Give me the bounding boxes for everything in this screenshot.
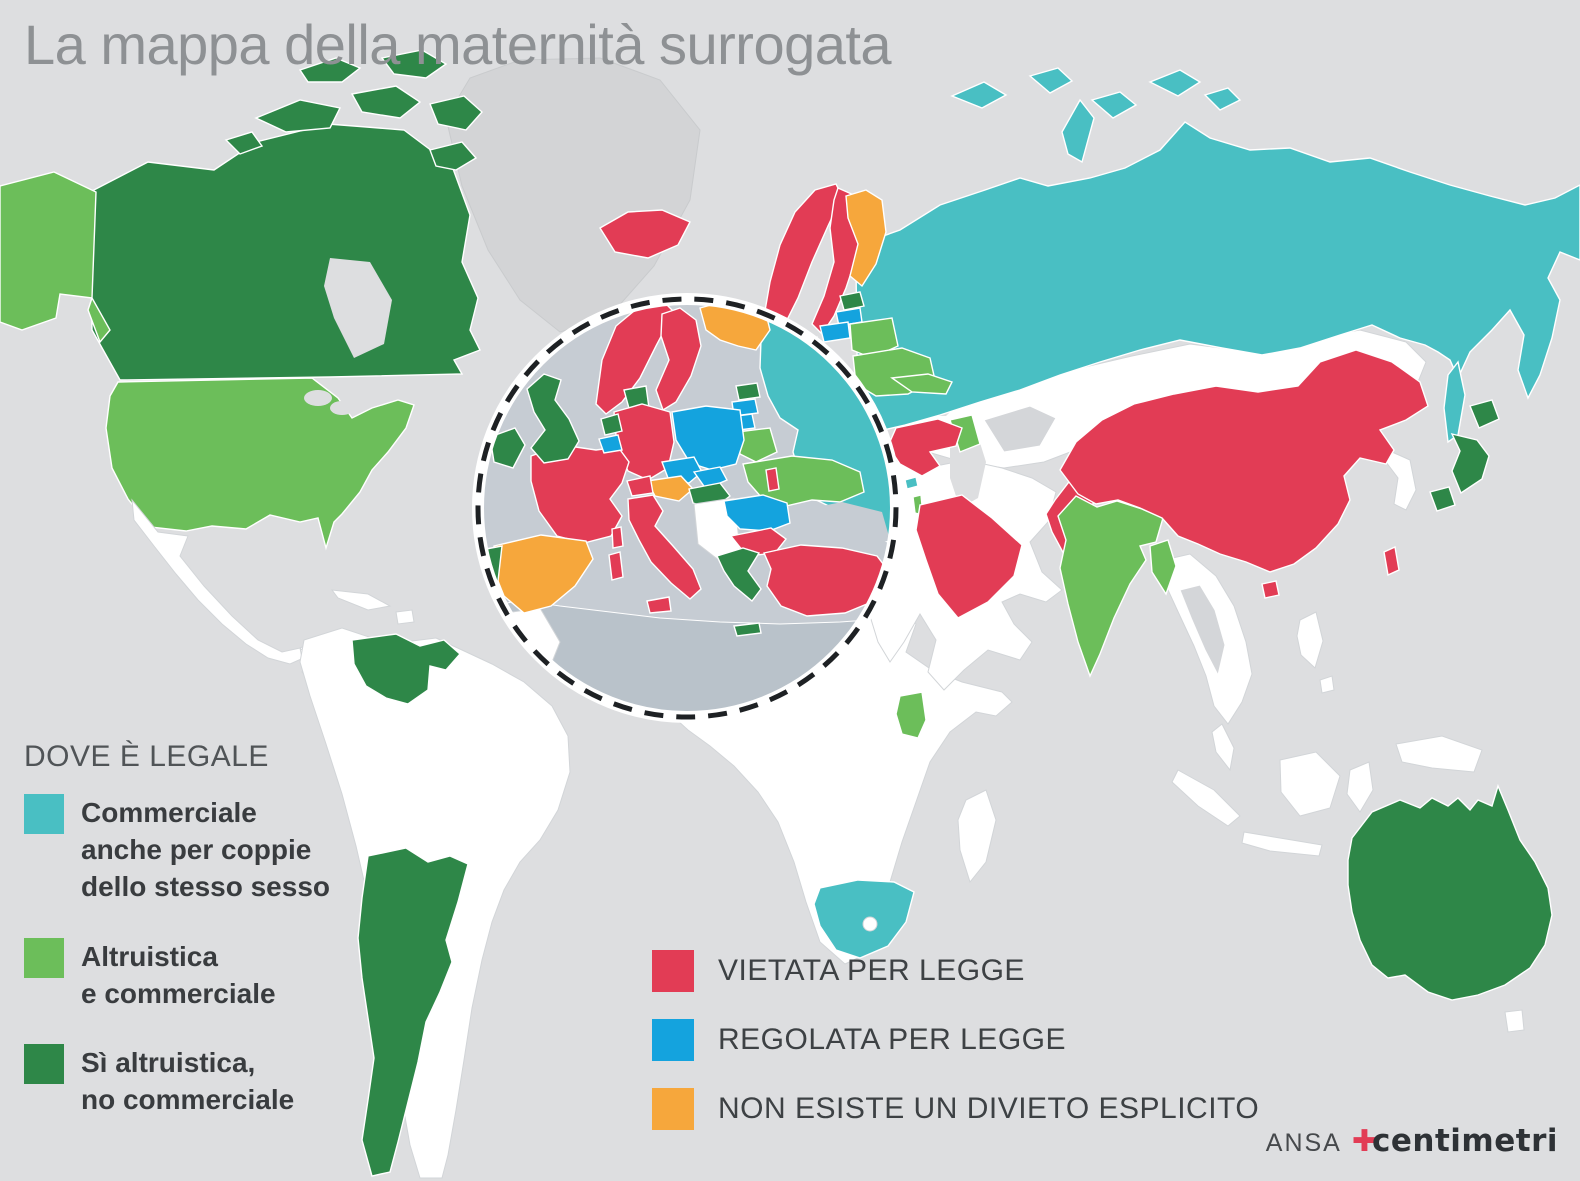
inset-switzerland bbox=[626, 475, 654, 497]
inset-romania bbox=[723, 494, 791, 532]
hudson-bay bbox=[324, 258, 392, 358]
legend-item-label: Commerciale anche per coppie dello stess… bbox=[81, 797, 331, 903]
legend-item-label: Sì altruistica, no commerciale bbox=[81, 1047, 295, 1116]
country-georgia bbox=[890, 373, 953, 395]
inset-estonia bbox=[735, 382, 761, 401]
country-myanmar bbox=[1149, 539, 1177, 596]
legend-item-label: REGOLATA PER LEGGE bbox=[718, 1023, 1066, 1056]
legend-item-regolata: REGOLATA PER LEGGE bbox=[652, 1019, 1259, 1061]
centimetri-plus-icon: ✚ bbox=[1351, 1124, 1378, 1159]
inset-ring-dashed bbox=[475, 296, 899, 720]
region-indochina bbox=[1163, 553, 1253, 772]
inset-netherlands bbox=[600, 413, 623, 436]
country-argentina bbox=[357, 847, 469, 1177]
country-usa-alaska bbox=[0, 171, 111, 344]
country-finland bbox=[845, 189, 887, 288]
inset-turkey bbox=[763, 544, 891, 617]
country-cyprus bbox=[904, 476, 919, 490]
country-estonia bbox=[839, 291, 865, 311]
legend-item-label: NON ESISTE UN DIVIETO ESPLICITO bbox=[718, 1092, 1260, 1125]
legend-item-commerciale: Commerciale anche per coppie dello stess… bbox=[24, 794, 354, 906]
country-australia bbox=[1347, 783, 1553, 1001]
region-lesotho bbox=[862, 916, 878, 932]
country-canada bbox=[89, 123, 481, 381]
legend-item-label: Altruistica e commerciale bbox=[81, 940, 276, 1009]
country-uganda bbox=[895, 691, 927, 739]
legend-item-altruistica-commerciale: Altruistica e commerciale bbox=[24, 937, 354, 1012]
region-thailand bbox=[1179, 584, 1226, 677]
inset-ireland bbox=[489, 427, 526, 469]
inset-belgium bbox=[598, 434, 623, 454]
country-south-africa bbox=[813, 879, 915, 959]
country-taiwan bbox=[1383, 545, 1400, 577]
legend-item-nessun-divieto: NON ESISTE UN DIVIETO ESPLICITO bbox=[652, 1088, 1259, 1130]
region-caribbean bbox=[330, 589, 415, 625]
ansa-logo-text: ANSA bbox=[1265, 1129, 1342, 1157]
inset-greece bbox=[716, 547, 762, 637]
country-russia bbox=[855, 121, 1580, 433]
legend-legal: DOVE È LEGALE Commerciale anche per copp… bbox=[24, 740, 354, 1151]
region-hainan bbox=[1261, 580, 1280, 599]
great-lakes bbox=[304, 390, 372, 415]
country-japan bbox=[1429, 399, 1500, 512]
inset-czechia bbox=[661, 456, 703, 484]
region-philippines bbox=[1296, 611, 1335, 694]
centimetri-logo-text: centimetri bbox=[1372, 1123, 1558, 1159]
inset-united-kingdom bbox=[526, 373, 580, 464]
inset-italy bbox=[608, 494, 702, 614]
swatch-dark-green bbox=[24, 1044, 64, 1085]
legend-item-label: VIETATA PER LEGGE bbox=[718, 954, 1025, 987]
country-iceland bbox=[599, 209, 691, 259]
country-usa bbox=[105, 377, 415, 551]
swatch-light-green bbox=[24, 937, 64, 978]
region-indonesia bbox=[1171, 751, 1374, 857]
legend-item-si-altruistica: Sì altruistica, no commerciale bbox=[24, 1044, 354, 1118]
region-korea bbox=[1385, 451, 1417, 511]
inset-black-sea bbox=[792, 502, 890, 550]
legend-status: VIETATA PER LEGGE REGOLATA PER LEGGE NON… bbox=[652, 950, 1259, 1157]
country-saudi-arabia bbox=[915, 494, 1023, 619]
swatch-orange bbox=[652, 1088, 694, 1130]
arctic-islands-teal bbox=[950, 67, 1242, 164]
country-china bbox=[1059, 349, 1429, 573]
swatch-red bbox=[652, 950, 694, 992]
region-madagascar bbox=[957, 789, 997, 884]
inset-poland bbox=[671, 405, 745, 471]
inset-france bbox=[530, 444, 630, 544]
country-canada-arctic-islands bbox=[224, 49, 483, 171]
country-lithuania bbox=[819, 321, 851, 343]
legend-item-vietata: VIETATA PER LEGGE bbox=[652, 950, 1259, 992]
region-turkmenistan-uzbekistan bbox=[983, 405, 1057, 453]
inset-moldova bbox=[765, 467, 780, 492]
page-title: La mappa della maternità surrogata bbox=[24, 13, 892, 76]
region-tasmania bbox=[1504, 1009, 1525, 1033]
region-new-guinea bbox=[1395, 735, 1483, 773]
inset-sweden bbox=[655, 307, 702, 412]
swatch-teal bbox=[24, 794, 64, 834]
legend-legal-header: DOVE È LEGALE bbox=[24, 740, 269, 773]
swatch-blue bbox=[652, 1019, 694, 1061]
credit-logo: ANSA ✚ centimetri bbox=[1266, 1123, 1558, 1159]
country-venezuela bbox=[351, 633, 461, 705]
